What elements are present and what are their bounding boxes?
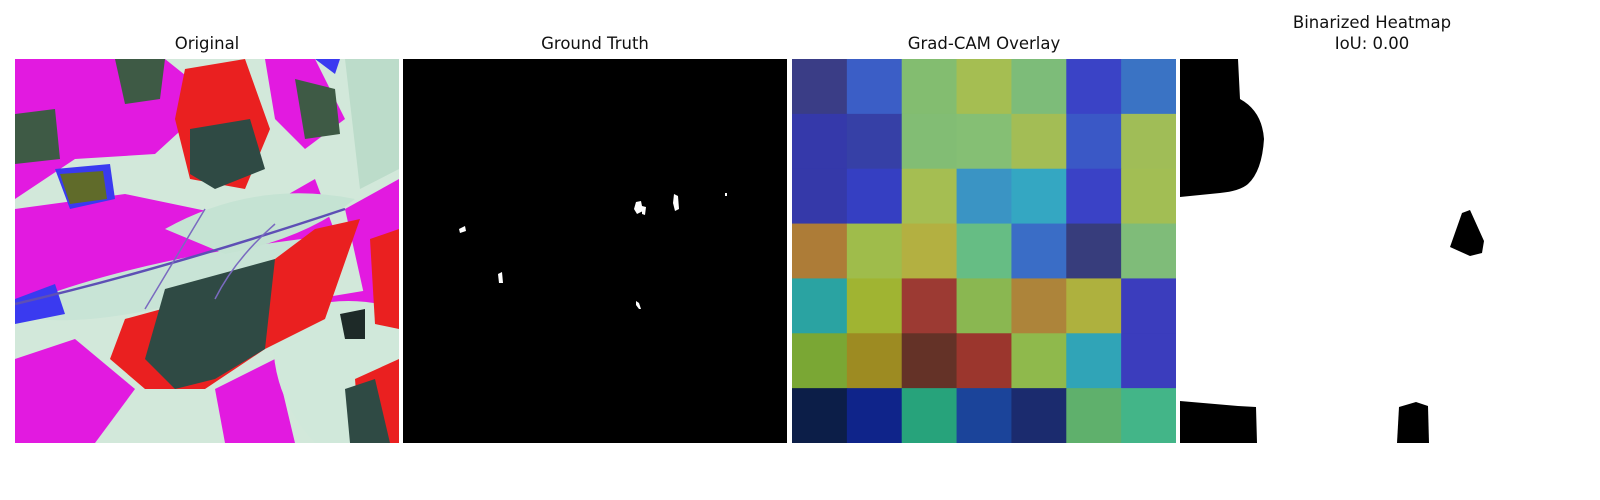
gradcam-cell [1121, 168, 1176, 225]
ground-truth-mask-graphic [403, 59, 787, 443]
gradcam-cell [792, 113, 848, 170]
gradcam-cell [792, 388, 848, 443]
gradcam-cell [846, 388, 903, 443]
gradcam-cell [1121, 223, 1176, 279]
gradcam-cell [956, 223, 1012, 279]
gradcam-cell [846, 59, 903, 115]
gradcam-cell [901, 59, 958, 115]
original-image [15, 59, 399, 443]
gradcam-cell [846, 333, 903, 389]
iou-label: IoU: 0.00 [1334, 34, 1410, 53]
gradcam-cell [956, 113, 1012, 170]
gradcam-cell [792, 278, 848, 334]
gradcam-cell [1011, 278, 1067, 334]
gradcam-cell [1066, 223, 1122, 279]
panel-gradcam: Grad-CAM Overlay [792, 0, 1176, 500]
panel-title: Original [174, 34, 240, 53]
gradcam-cell [901, 278, 958, 334]
gradcam-cell [956, 59, 1012, 115]
gradcam-cell [1011, 168, 1067, 225]
gradcam-cell [956, 168, 1012, 225]
gradcam-cell [1066, 333, 1122, 389]
gradcam-cell [1011, 59, 1067, 115]
gradcam-heatmap [792, 59, 1176, 443]
original-image-graphic [15, 59, 399, 443]
binarized-mask-graphic [1180, 59, 1564, 443]
gradcam-cell [1066, 388, 1122, 443]
gradcam-cell [1011, 388, 1067, 443]
gradcam-cell [846, 278, 903, 334]
panel-ground-truth: Ground Truth [403, 0, 787, 500]
gradcam-cell [792, 223, 848, 279]
gradcam-cell [1066, 168, 1122, 225]
gradcam-cell [901, 168, 958, 225]
gradcam-cell [1011, 223, 1067, 279]
panel-title: Ground Truth [541, 34, 649, 53]
gradcam-cell [901, 113, 958, 170]
gradcam-cell [1121, 388, 1176, 443]
gradcam-cell [1066, 113, 1122, 170]
gradcam-cell [846, 223, 903, 279]
gradcam-cell [901, 333, 958, 389]
gradcam-cell [1121, 113, 1176, 170]
gradcam-cell [792, 168, 848, 225]
panel-title: Binarized Heatmap [1292, 13, 1452, 32]
gradcam-cell [956, 388, 1012, 443]
gradcam-cell [1066, 59, 1122, 115]
gradcam-cell [1011, 333, 1067, 389]
gradcam-cell [901, 223, 958, 279]
gradcam-cell [956, 278, 1012, 334]
binarized-mask [1180, 59, 1564, 443]
gradcam-cell [1066, 278, 1122, 334]
gradcam-cell [792, 59, 848, 115]
panel-original: Original [15, 0, 399, 500]
gradcam-cell [1121, 333, 1176, 389]
gradcam-cell [792, 333, 848, 389]
ground-truth-mask [403, 59, 787, 443]
gradcam-cell [1121, 59, 1176, 115]
gradcam-cell [846, 113, 903, 170]
gradcam-cell [846, 168, 903, 225]
gradcam-cell [901, 388, 958, 443]
gradcam-cell [1121, 278, 1176, 334]
panel-binarized: Binarized Heatmap IoU: 0.00 [1180, 0, 1564, 500]
gradcam-cell [956, 333, 1012, 389]
gradcam-grid [792, 59, 1176, 443]
gradcam-cell [1011, 113, 1067, 170]
panel-title: Grad-CAM Overlay [907, 34, 1061, 53]
